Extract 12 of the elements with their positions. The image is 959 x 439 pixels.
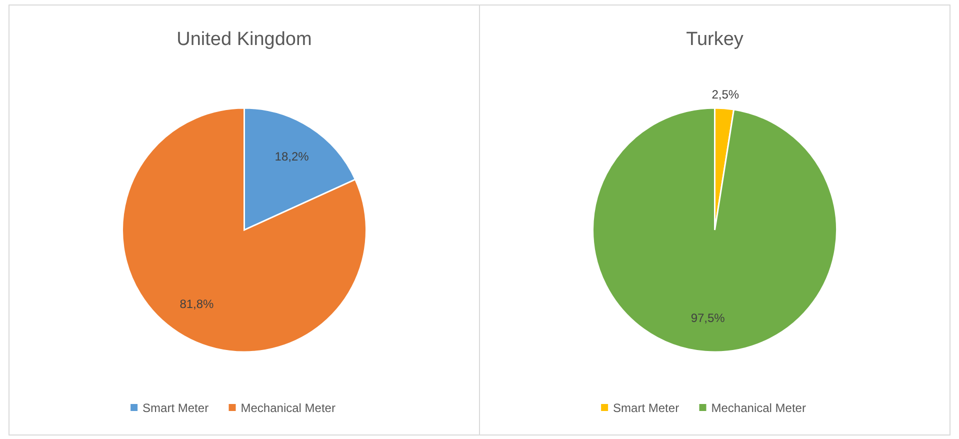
data-label: 18,2%: [274, 149, 310, 164]
chart-title: United Kingdom: [176, 29, 312, 50]
data-label: 97,5%: [690, 310, 726, 325]
data-label: 2,5%: [712, 88, 740, 102]
legend-label: Mechanical Meter: [711, 401, 806, 416]
legend-label: Smart Meter: [613, 401, 680, 416]
legend-label: Mechanical Meter: [240, 401, 336, 416]
pie-slice: [592, 107, 838, 353]
data-label: 81,8%: [180, 297, 214, 312]
pie-slice: [122, 107, 367, 353]
chart-title: Turkey: [686, 29, 744, 50]
legend-label: Smart Meter: [142, 401, 209, 416]
